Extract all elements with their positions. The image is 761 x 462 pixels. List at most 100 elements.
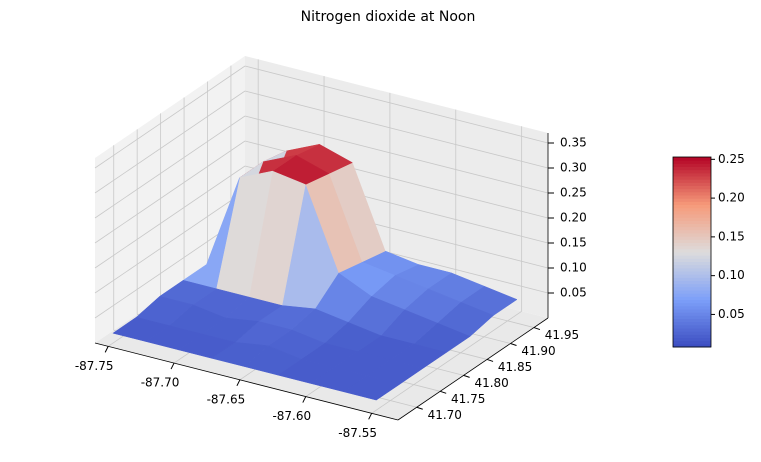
z-tick-label: 0.15 (560, 236, 587, 250)
colorbar-segment (673, 286, 711, 291)
y-tick (533, 327, 541, 331)
colorbar-segment (673, 239, 711, 243)
y-tick (416, 406, 423, 410)
colorbar-segment (673, 201, 711, 205)
x-tick-label: -87.70 (141, 376, 180, 390)
x-tick (104, 346, 109, 353)
z-tick-label: 0.05 (560, 286, 587, 300)
colorbar-segment (673, 267, 711, 272)
colorbar-tick-label: 0.10 (718, 268, 745, 282)
colorbar-segment (673, 236, 711, 240)
colorbar-tick-label: 0.20 (718, 191, 745, 205)
colorbar-segment (673, 280, 711, 285)
grid-line (94, 90, 246, 194)
chart-title: Nitrogen dioxide at Noon (301, 9, 476, 25)
colorbar-segment (673, 188, 711, 193)
grid-line (94, 140, 246, 244)
colorbar-segment (673, 293, 711, 297)
colorbar-segment (673, 157, 711, 161)
y-tick-label: 41.95 (545, 328, 579, 342)
colorbar-segment (673, 305, 711, 310)
y-tick (463, 374, 470, 378)
colorbar-frame (672, 156, 712, 348)
colorbar-segment (673, 258, 711, 262)
grid-line (244, 90, 549, 169)
y-tick (440, 390, 447, 394)
colorbar-segment (673, 337, 711, 342)
z-tick-label: 0.35 (560, 136, 587, 150)
y-tick-label: 41.75 (451, 392, 485, 406)
y-tick (510, 343, 517, 346)
z-tick-label: 0.10 (560, 261, 587, 275)
colorbar-segment (673, 248, 711, 253)
z-tick-label: 0.30 (560, 161, 587, 175)
colorbar-segment (673, 261, 711, 266)
x-tick (302, 396, 307, 403)
colorbar-segment (673, 214, 711, 218)
x-axis (94, 342, 399, 421)
colorbar-segment (673, 160, 711, 164)
colorbar-segment (673, 176, 711, 180)
colorbar-segment (673, 277, 711, 281)
colorbar-segment (673, 343, 711, 348)
x-tick-label: -87.75 (75, 359, 114, 373)
x-tick (368, 413, 373, 420)
colorbar-segment (673, 252, 711, 256)
grid-line (94, 165, 246, 269)
colorbar-segment (673, 321, 711, 326)
colorbar-segment (673, 242, 711, 247)
colorbar-segment (673, 166, 711, 171)
grid-line (244, 65, 549, 144)
colorbar-tick-label: 0.05 (718, 307, 745, 321)
y-tick (486, 358, 494, 362)
surface-cell (112, 316, 170, 342)
colorbar-segment (673, 324, 711, 329)
colorbar-segment (673, 163, 711, 167)
grid-line (371, 310, 522, 414)
colorbar-segment (673, 331, 711, 335)
colorbar-segment (673, 207, 711, 212)
colorbar-segment (673, 195, 711, 199)
colorbar-segment (673, 179, 711, 183)
colorbar-segment (673, 182, 711, 186)
z-tick-label: 0.20 (560, 211, 587, 225)
colorbar-segment (673, 340, 711, 345)
colorbar-tick-label: 0.25 (718, 152, 745, 166)
colorbar-segment (673, 318, 711, 323)
colorbar-segment (673, 315, 711, 319)
x-tick (236, 379, 241, 387)
colorbar-segment (673, 312, 711, 316)
grid-line (244, 115, 549, 194)
colorbar-segment (673, 210, 711, 215)
colorbar-segment (673, 204, 711, 209)
colorbar-segment (673, 198, 711, 202)
grid-line (94, 190, 246, 294)
colorbar-segment (673, 271, 711, 275)
colorbar-segment (673, 229, 711, 234)
y-tick-label: 41.80 (474, 376, 508, 390)
colorbar-segment (673, 299, 711, 304)
colorbar-segment (673, 191, 711, 196)
colorbar-segment (673, 296, 711, 300)
colorbar-segment (673, 226, 711, 231)
y-tick-label: 41.85 (498, 360, 532, 374)
colorbar-segment (673, 283, 711, 288)
y-axis (397, 317, 549, 421)
colorbar-segment (673, 309, 711, 313)
x-tick (170, 362, 175, 370)
colorbar-segment (673, 302, 711, 307)
colorbar-segment (673, 185, 711, 190)
colorbar-segment (673, 274, 711, 278)
y-tick-label: 41.70 (428, 408, 462, 422)
x-tick-label: -87.60 (272, 409, 311, 423)
z-tick-label: 0.25 (560, 186, 587, 200)
grid-line (94, 115, 246, 219)
colorbar-segment (673, 223, 711, 228)
grid-line (94, 65, 246, 169)
y-tick-label: 41.90 (521, 344, 555, 358)
colorbar-tick-label: 0.15 (718, 229, 745, 243)
x-tick-label: -87.65 (207, 392, 246, 406)
colorbar-segment (673, 220, 711, 224)
colorbar-segment (673, 217, 711, 221)
colorbar-segment (673, 169, 711, 174)
